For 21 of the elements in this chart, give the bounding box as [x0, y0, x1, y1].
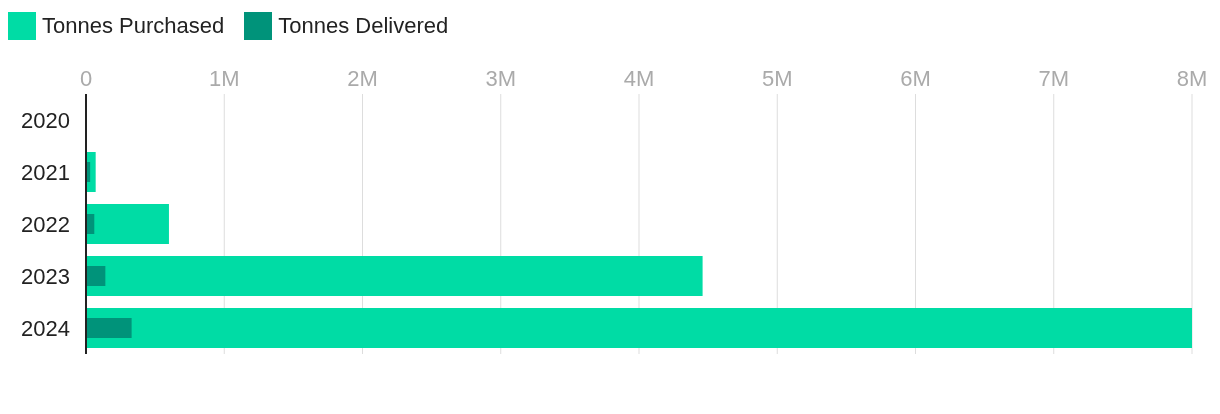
x-tick-label: 1M: [208, 66, 240, 91]
x-tick-label: 6M: [900, 66, 931, 91]
x-tick-label: 5M: [761, 66, 793, 91]
bar: [86, 308, 1192, 348]
x-tick-label: 7M: [1038, 66, 1070, 91]
legend-label: Tonnes Delivered: [278, 13, 449, 39]
x-tick-label: 0: [79, 66, 93, 91]
y-tick-label: 2020: [21, 107, 70, 133]
y-tick-label: 2022: [21, 211, 70, 237]
bar: [86, 266, 106, 286]
bar: [86, 256, 703, 296]
y-tick-label: 2023: [21, 263, 70, 289]
bar: [86, 318, 132, 338]
bar: [86, 204, 169, 244]
y-tick-label: 2021: [21, 159, 70, 185]
legend-label: Tonnes Purchased: [42, 13, 225, 39]
y-tick-label: 2024: [21, 315, 70, 341]
x-tick-label: 4M: [623, 66, 655, 91]
x-tick-label: 8M: [1176, 66, 1208, 91]
x-tick-label: 2M: [347, 66, 378, 91]
x-tick-label: 3M: [485, 66, 517, 91]
